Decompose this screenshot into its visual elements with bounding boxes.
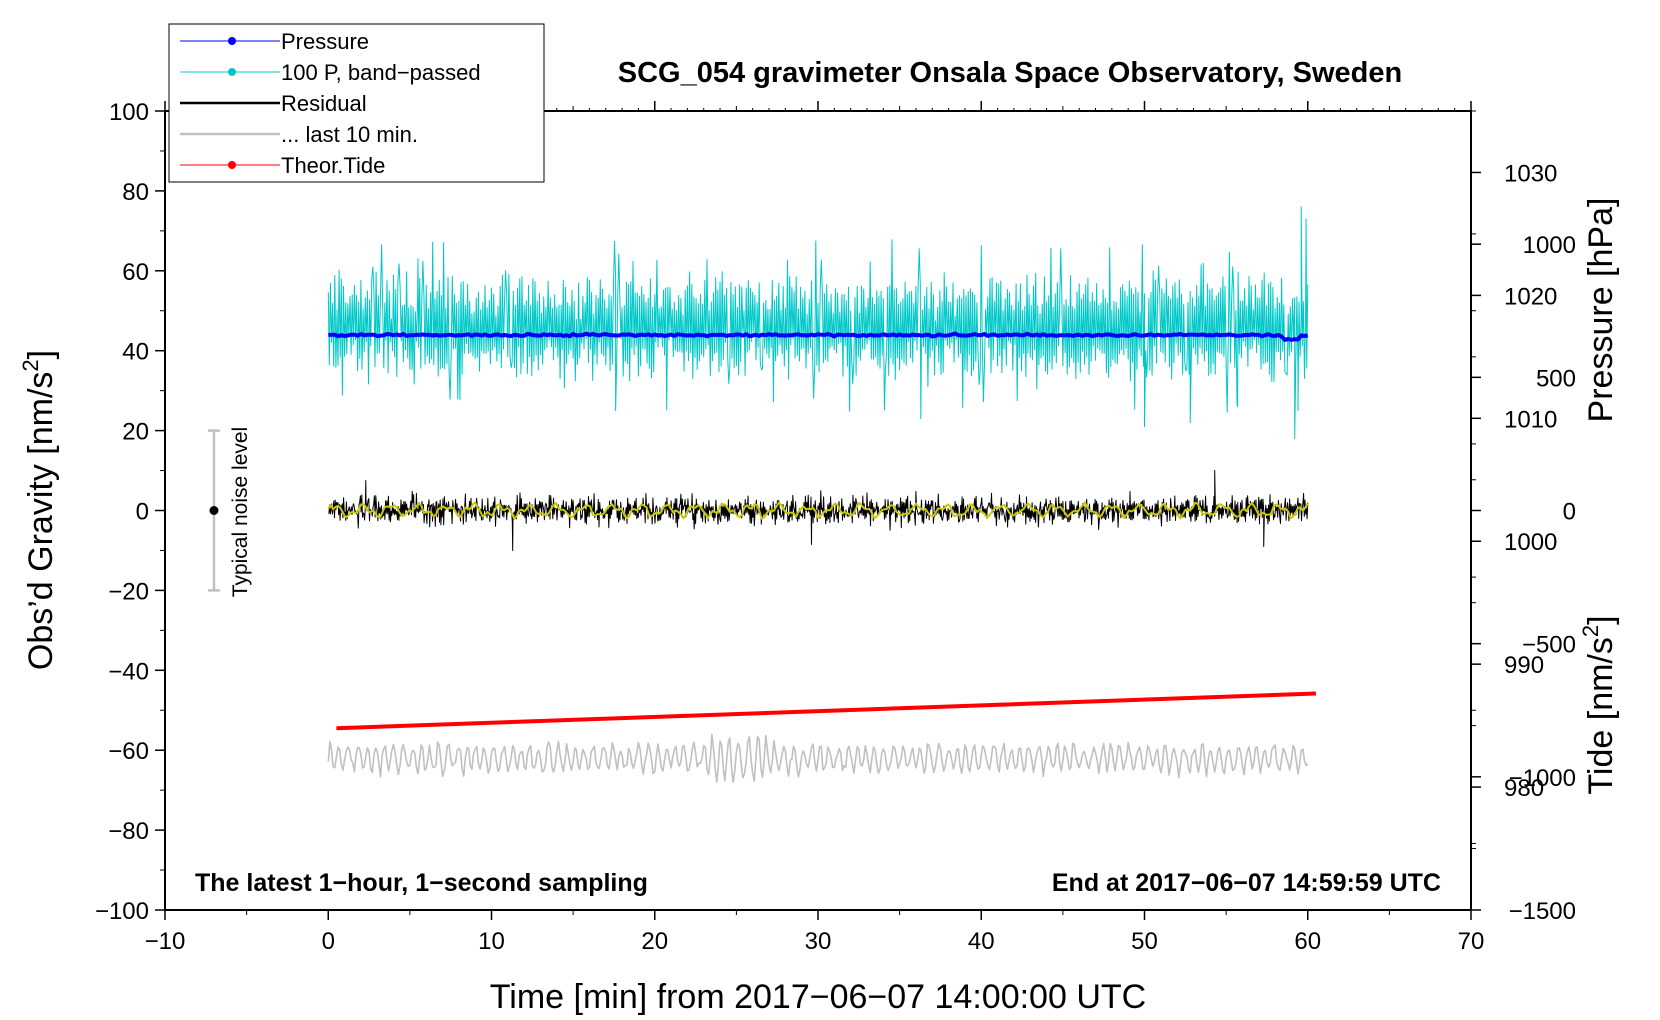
x-tick-label: 60 [1294, 928, 1321, 955]
y-left-tick-label: 0 [136, 499, 149, 526]
legend-label: 100 P, band−passed [281, 60, 481, 85]
tide-axis-ticks: −1500 −1000 −500 0 500 1000 [1471, 232, 1576, 925]
x-tick-label: 40 [968, 928, 995, 955]
y-left-tick-label: −100 [95, 898, 149, 925]
y-left-axis-title: Obs’d Gravity [nm/s2] [18, 350, 60, 670]
pressure-axis-title: Pressure [hPa] [1582, 198, 1620, 423]
x-tick-label: 20 [641, 928, 668, 955]
last-10-min-line [327, 733, 1309, 783]
x-tick-label: 70 [1458, 928, 1485, 955]
y-left-tick-label: −80 [108, 818, 149, 845]
y-left-tick-label: −60 [108, 738, 149, 765]
tide-tick-label: −1000 [1509, 765, 1576, 792]
tide-tick-label: −500 [1522, 632, 1576, 659]
legend: Pressure 100 P, band−passed Residual ... la… [168, 23, 545, 183]
legend-label: ... last 10 min. [281, 122, 418, 147]
noise-level-indicator [207, 429, 220, 592]
x-tick-label: 0 [322, 928, 335, 955]
tide-axis-title: Tide [nm/s2] [1578, 615, 1620, 794]
pressure-tick-label: 1010 [1504, 406, 1557, 433]
tide-tick-label: 500 [1536, 365, 1576, 392]
x-tick-label: 50 [1131, 928, 1158, 955]
y-left-tick-label: 80 [122, 179, 149, 206]
x-tick-label: 10 [478, 928, 505, 955]
noise-bar-center-dot [209, 506, 219, 515]
x-tick-label: −10 [145, 928, 186, 955]
tide-tick-label: −1500 [1509, 898, 1576, 925]
y-left-axis-ticks: −100 −80 −60 −40 −20 0 20 40 60 80 100 [95, 99, 165, 925]
pressure-tick-label: 1020 [1504, 283, 1557, 310]
theor-tide-line [336, 691, 1316, 731]
y-left-tick-label: 60 [122, 259, 149, 286]
y-left-tick-label: 100 [109, 99, 149, 126]
residual-smoothed-line [327, 501, 1309, 520]
pressure-tick-label: 1000 [1504, 529, 1557, 556]
y-left-tick-label: 20 [122, 419, 149, 446]
y-left-tick-label: 40 [122, 339, 149, 366]
x-tick-label: 30 [805, 928, 832, 955]
tide-tick-label: 0 [1563, 499, 1576, 526]
legend-label: Theor.Tide [281, 153, 385, 178]
pressure-line [328, 331, 1309, 342]
y-left-tick-label: −20 [108, 578, 149, 605]
chart-title: SCG_054 gravimeter Onsala Space Observat… [618, 57, 1402, 89]
x-axis-title: Time [min] from 2017−06−07 14:00:00 UTC [490, 978, 1146, 1016]
pressure-tick-label: 980 [1504, 775, 1544, 802]
x-axis-ticks: −10 0 10 20 30 40 50 60 70 [145, 101, 1485, 955]
y-left-tick-label: −40 [108, 658, 149, 685]
legend-marker [228, 161, 236, 169]
tide-tick-label: 1000 [1523, 232, 1576, 259]
pressure-tick-label: 1030 [1504, 160, 1557, 187]
pressure-axis-ticks: 980 990 1000 1010 1020 1030 [1471, 110, 1557, 850]
annotation-latest-hour: The latest 1−hour, 1−second sampling [195, 869, 648, 897]
band-passed-pressure-line [327, 206, 1309, 440]
legend-marker [228, 68, 236, 76]
legend-label: Pressure [281, 29, 369, 54]
noise-level-label: Typical noise level [229, 427, 252, 597]
series-layer [327, 206, 1316, 783]
legend-label: Residual [281, 91, 367, 116]
annotation-end-time: End at 2017−06−07 14:59:59 UTC [1052, 869, 1441, 897]
pressure-tick-label: 990 [1504, 652, 1544, 679]
legend-marker [228, 37, 236, 45]
